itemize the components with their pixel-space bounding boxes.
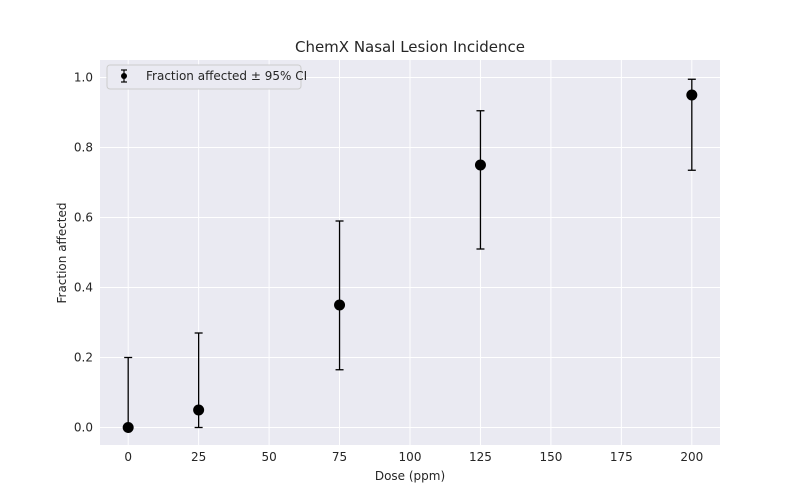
legend-marker-icon [121,73,127,79]
legend-box [106,64,302,90]
x-tick-label: 75 [332,450,347,464]
chart-title: ChemX Nasal Lesion Incidence [295,38,525,56]
x-tick-labels: 0 25 50 75 100 125 150 175 200 [124,450,703,464]
y-tick-labels: 0.0 0.2 0.4 0.6 0.8 1.0 [74,71,93,435]
x-tick-label: 175 [610,450,633,464]
error-bars [124,78,696,429]
data-point [686,89,698,101]
y-tick-label: 0.8 [74,141,93,155]
y-tick-label: 0.6 [74,211,93,225]
y-tick-label: 1.0 [74,71,93,85]
data-point [474,159,486,171]
data-point [193,404,205,416]
x-axis-label: Dose (ppm) [375,469,445,483]
x-tick-label: 150 [539,450,562,464]
y-tick-label: 0.4 [74,281,93,295]
y-axis-label: Fraction affected [55,202,69,303]
x-tick-label: 50 [261,450,276,464]
x-tick-label: 25 [191,450,206,464]
y-tick-label: 0.0 [74,421,93,435]
x-tick-label: 0 [124,450,132,464]
x-tick-label: 100 [399,450,422,464]
x-tick-label: 125 [469,450,492,464]
x-tick-label: 200 [680,450,703,464]
legend-label: Fraction affected ± 95% CI [146,69,307,83]
data-point [334,299,346,311]
legend: Fraction affected ± 95% CI [106,64,307,90]
y-tick-label: 0.2 [74,351,93,365]
data-point [122,422,134,433]
data-points [122,89,698,433]
